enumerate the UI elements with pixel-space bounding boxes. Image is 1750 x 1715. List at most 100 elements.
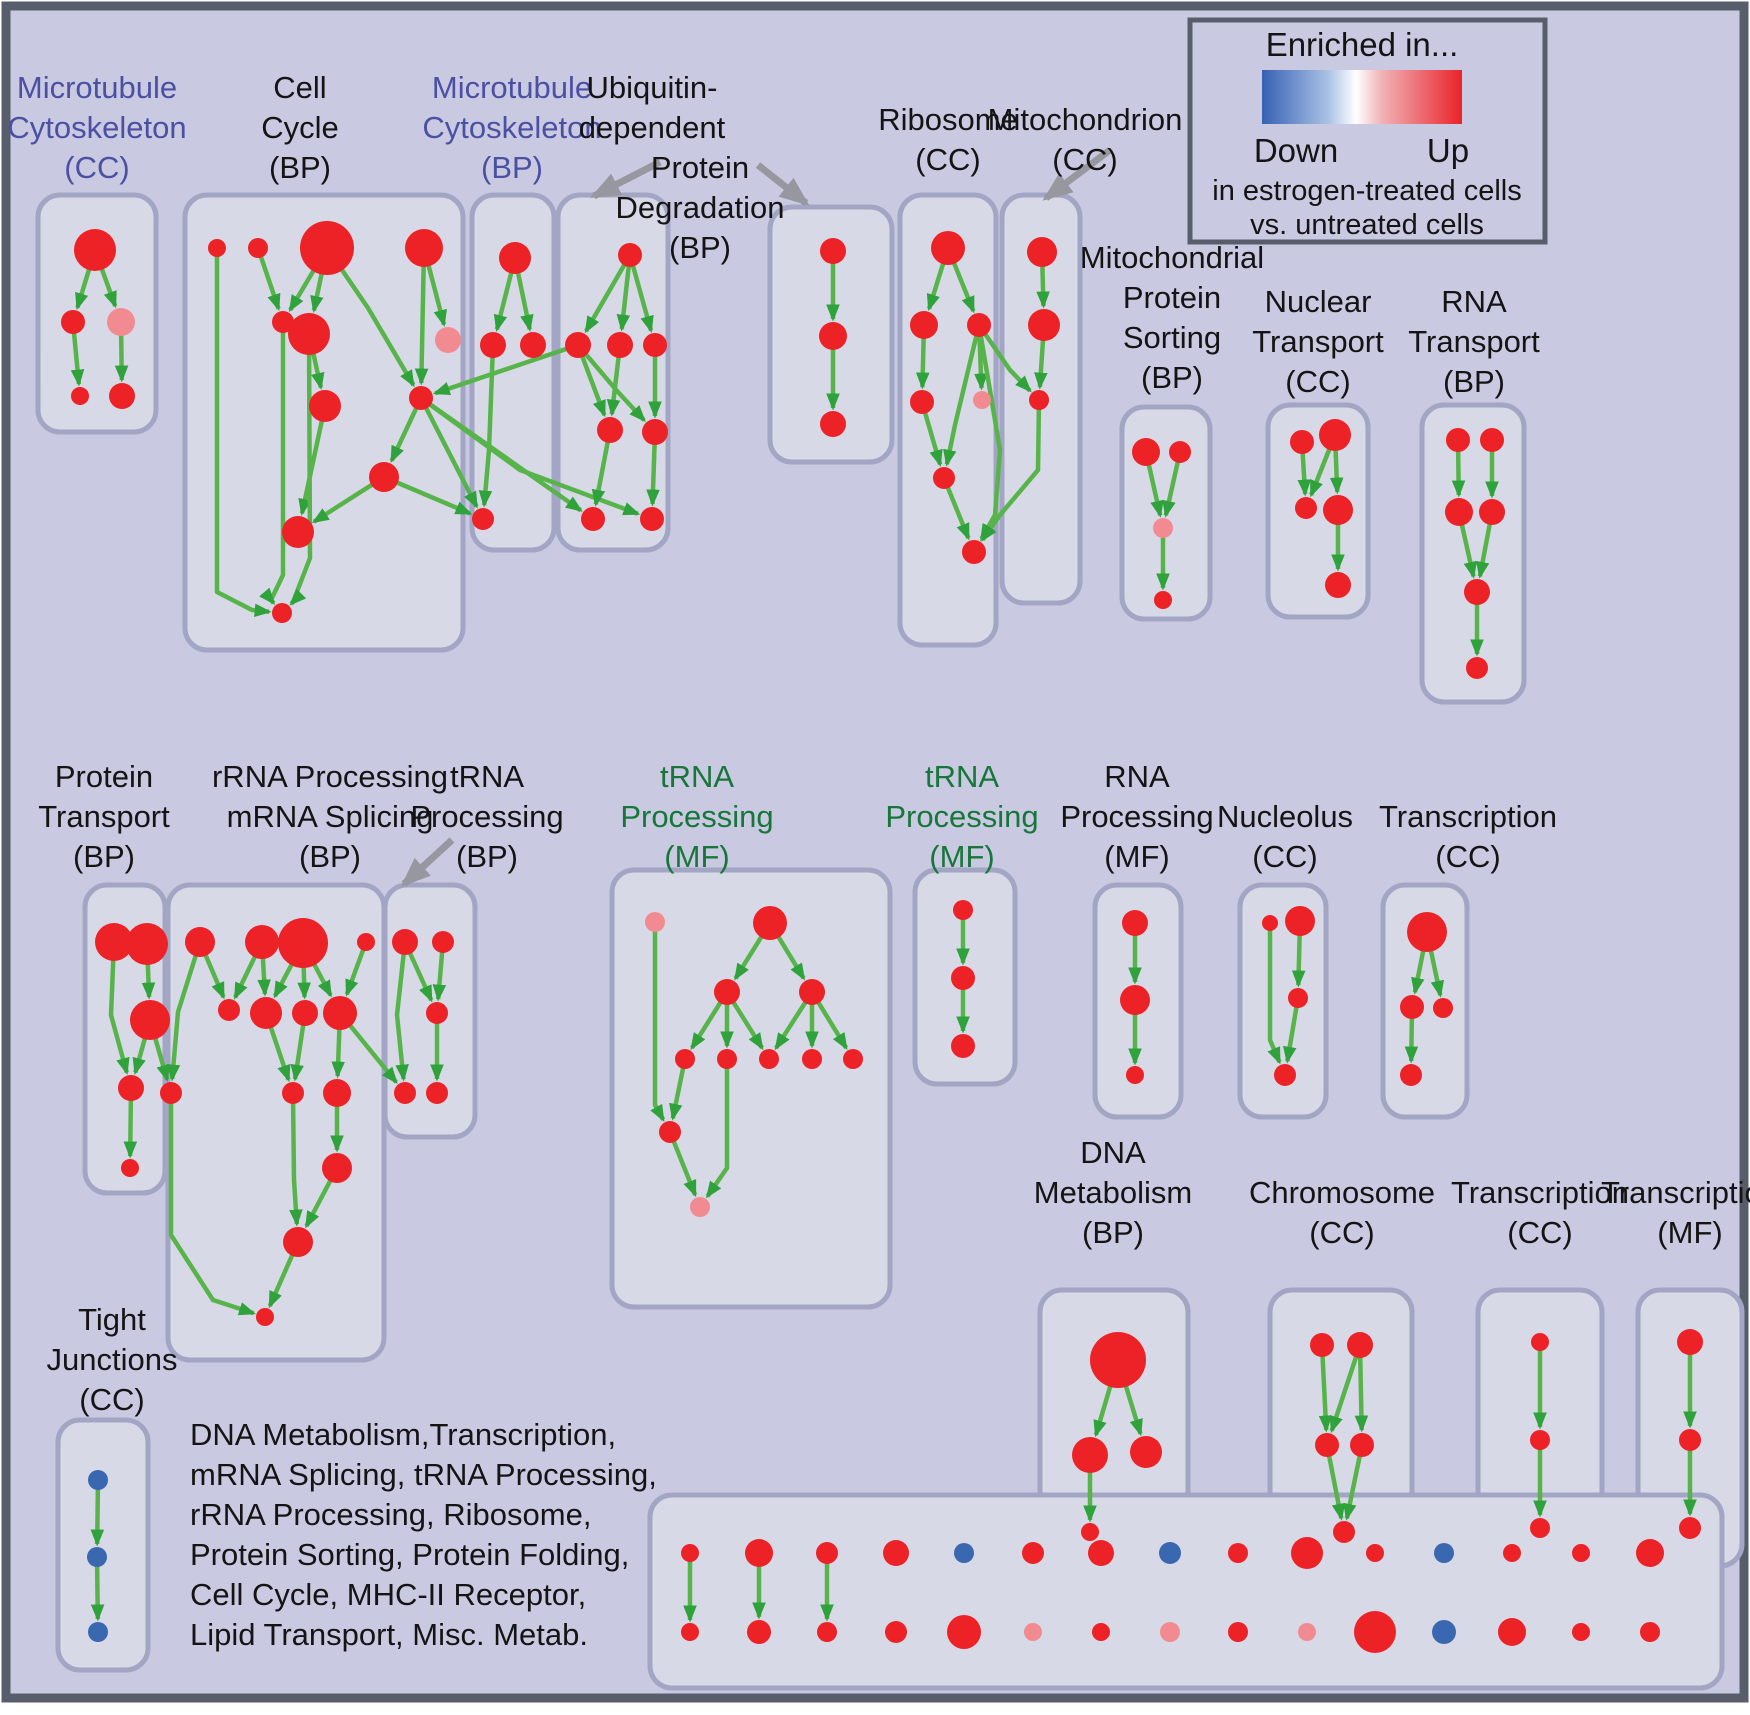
label-ribosome: Ribosome (CC) [878, 102, 1018, 177]
edge-arrow-rl0-rb0 [168, 1093, 257, 1316]
label-microtubule-cc: Microtubule Cytoskeleton (CC) [7, 70, 186, 185]
node-e3 [1029, 390, 1049, 410]
edge-arrow-r4-rm4 [344, 941, 369, 997]
legend-gradient-bar [1262, 70, 1462, 124]
label-rna-transport: RNA Transport (BP) [1408, 284, 1540, 399]
node-p1 [95, 923, 133, 961]
node-cc2 [248, 238, 268, 258]
node-rl1 [282, 1082, 304, 1104]
node-c5 [1333, 1521, 1355, 1543]
node-m4 [472, 508, 494, 530]
node-h3 [951, 1034, 975, 1058]
node-cc7 [435, 327, 461, 353]
node-bb4 [885, 1621, 907, 1643]
node-b6 [933, 467, 955, 489]
label-transcription-cc-bottom: Transcription (CC) [1451, 1175, 1629, 1250]
node-u5 [597, 417, 623, 443]
node-bb6 [1024, 1623, 1042, 1641]
node-g5 [675, 1049, 695, 1069]
node-p4 [118, 1075, 144, 1101]
node-u6 [642, 419, 668, 445]
legend-up-label: Up [1427, 132, 1469, 169]
node-u8 [640, 507, 664, 531]
edge-arrow-e3-b7 [980, 399, 1042, 542]
legend-subtitle-2: vs. untreated cells [1250, 209, 1484, 241]
node-l4 [1274, 1064, 1296, 1086]
node-p3 [130, 1000, 170, 1040]
edge-arrow-c2-c3 [1329, 1344, 1363, 1434]
node-p2 [126, 923, 168, 965]
node-bt10 [1291, 1537, 1323, 1569]
node-bt11 [1366, 1544, 1384, 1562]
label-cell-cycle: Cell Cycle (BP) [261, 70, 339, 185]
node-t4 [394, 1082, 416, 1104]
node-rg1 [283, 1227, 313, 1257]
node-v2 [819, 322, 847, 350]
node-bb2 [747, 1620, 771, 1644]
edge-arrow-g10-g11 [667, 1131, 698, 1198]
node-l3 [1288, 988, 1308, 1008]
edge-arrow-c3-c5 [1324, 1444, 1346, 1521]
node-b4 [910, 390, 934, 414]
node-r4 [357, 933, 375, 951]
node-b1 [931, 231, 965, 265]
node-u1 [618, 243, 642, 267]
cluster-box-cc [182, 192, 466, 653]
node-y2 [1530, 1430, 1550, 1450]
node-g8 [802, 1049, 822, 1069]
node-a5 [109, 383, 135, 409]
node-p5 [121, 1159, 139, 1177]
label-mitochondrion: Mitochondrion (CC) [988, 102, 1183, 177]
node-b2 [910, 311, 938, 339]
label-trna-processing-mf-1: tRNA Processing (MF) [620, 759, 773, 874]
edge-arrow-g1-g10 [650, 922, 666, 1122]
node-y1 [1531, 1333, 1549, 1351]
edge-arrow-cc8-cc11 [298, 405, 328, 516]
legend-down-label: Down [1254, 132, 1338, 169]
node-s1 [1132, 438, 1160, 466]
label-microtubule-bp: Microtubule Cytoskeleton (BP) [422, 70, 601, 185]
node-c2 [1347, 1332, 1373, 1358]
node-rd1 [322, 1153, 352, 1183]
node-g2 [753, 906, 787, 940]
annotation-arrow-3 [1042, 147, 1113, 201]
cluster-box-mtbp [469, 192, 557, 553]
edge-arrow-g5-g10 [669, 1058, 688, 1121]
node-h2 [951, 966, 975, 990]
edge-arrow-cc2-cc5 [255, 247, 281, 312]
edge-arrow-r1-rl0 [166, 941, 203, 1082]
node-a4 [71, 387, 89, 405]
node-t5 [426, 1082, 448, 1104]
node-j3 [88, 1622, 108, 1642]
edge-arrow-j2-j3 [90, 1556, 105, 1622]
node-bt2 [745, 1539, 773, 1567]
node-w1 [1407, 912, 1447, 952]
node-bb8 [1160, 1622, 1180, 1642]
node-a2 [61, 310, 85, 334]
edge-arrow-c4-c5 [1343, 1444, 1365, 1521]
node-cc10 [369, 462, 399, 492]
node-n1 [1290, 430, 1314, 454]
label-chromosome: Chromosome (CC) [1249, 1175, 1435, 1250]
node-rl2 [323, 1079, 351, 1107]
legend-subtitle-1: in estrogen-treated cells [1212, 175, 1522, 207]
label-trna-processing-bp: tRNA Processing (BP) [410, 759, 563, 874]
node-s2 [1169, 441, 1191, 463]
node-cc3 [300, 221, 354, 275]
node-q5 [1464, 579, 1490, 605]
node-n5 [1325, 572, 1351, 598]
edge-arrow-m2-m4 [478, 344, 496, 508]
annotation-arrow-2 [755, 162, 810, 206]
edge-arrow-p1-p4 [108, 941, 130, 1076]
label-rna-processing-mf: RNA Processing (MF) [1060, 759, 1213, 874]
node-cc12 [272, 603, 292, 623]
node-v3 [820, 411, 846, 437]
node-r2 [245, 925, 279, 959]
label-ubiquitin-a: Ubiquitin-dependent [579, 70, 726, 145]
node-n3 [1295, 497, 1317, 519]
legend-title: Enriched in... [1266, 26, 1459, 63]
edge-arrow-t1-t4 [394, 941, 409, 1082]
cluster-box-nt [1265, 402, 1371, 620]
node-rm2 [250, 997, 282, 1029]
